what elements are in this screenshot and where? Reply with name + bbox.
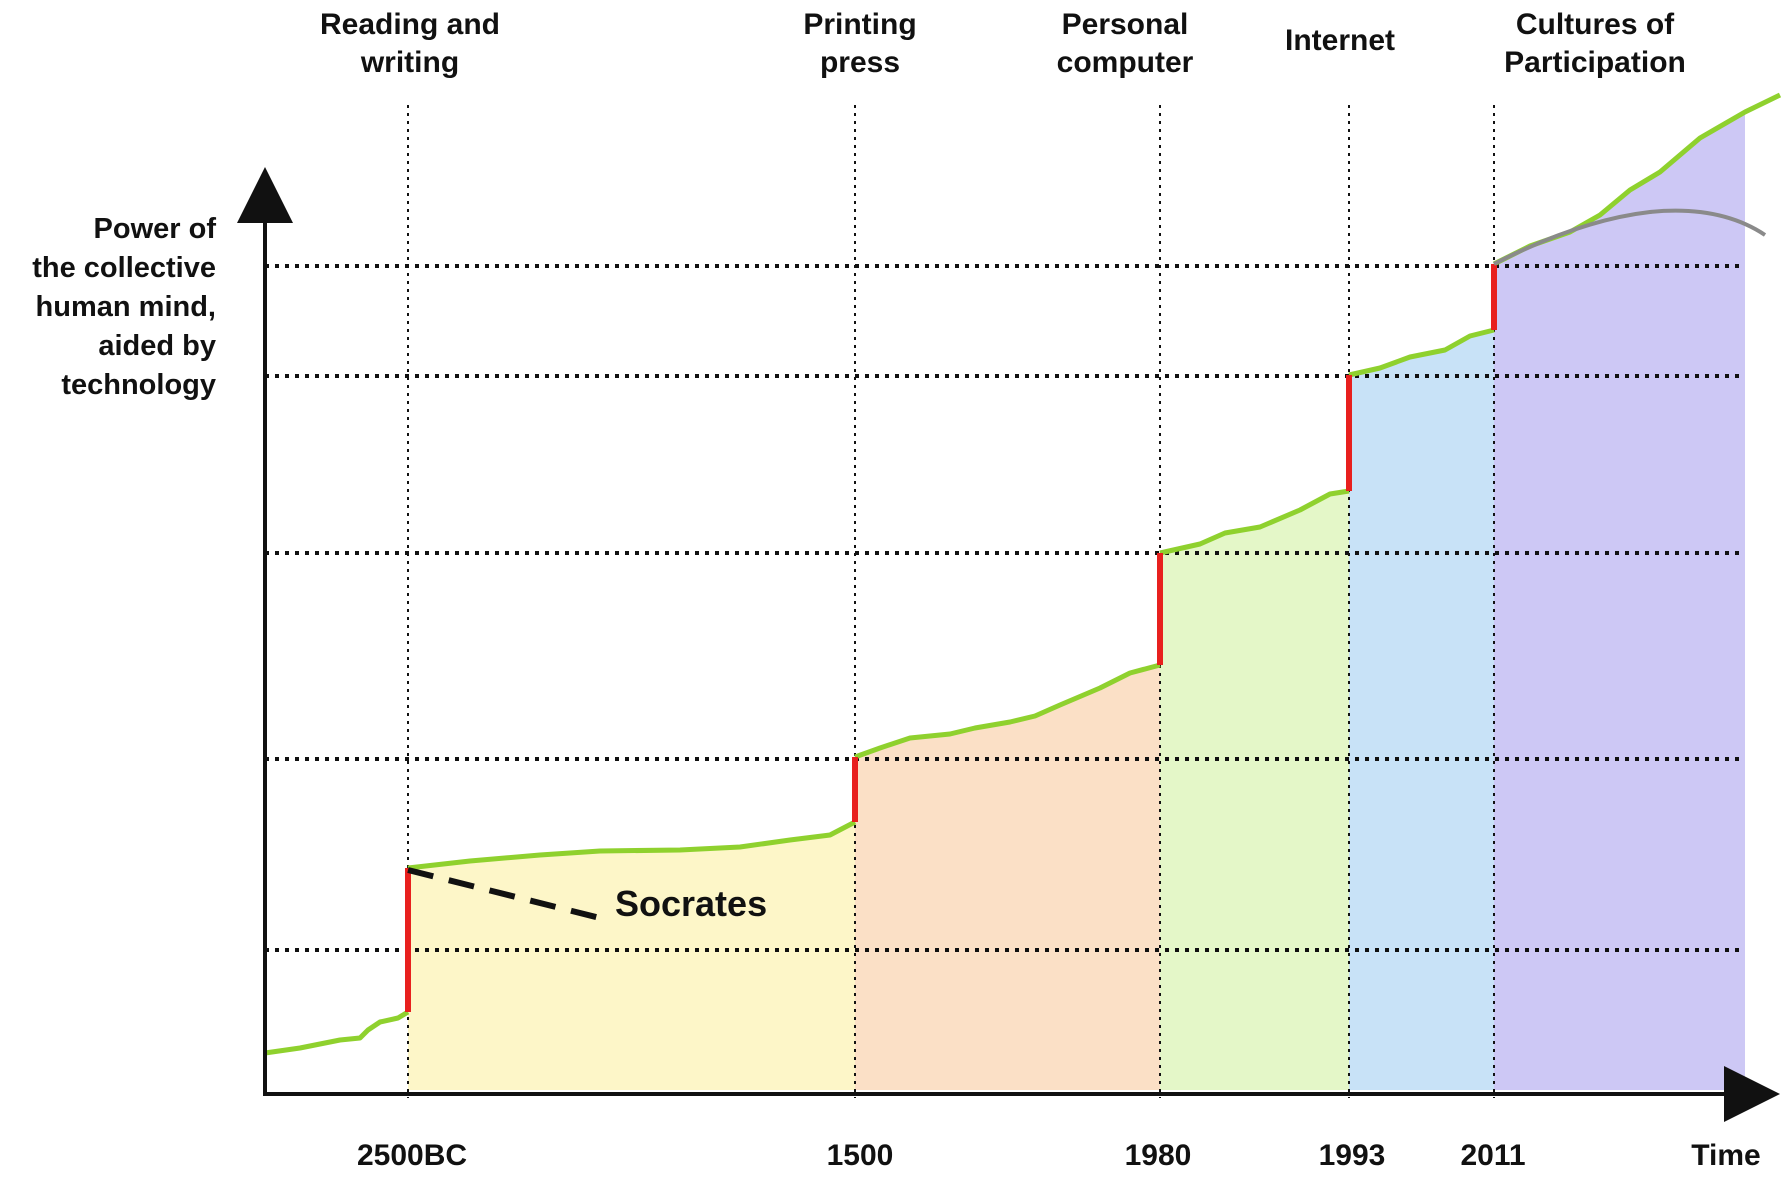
x-axis-label: Time <box>1691 1139 1761 1172</box>
x-tick-2011: 2011 <box>1460 1139 1526 1172</box>
era-label-personal-computer: Personal computer <box>1056 8 1194 79</box>
curve-segment-1 <box>854 662 1161 760</box>
era-area-0 <box>408 822 855 1090</box>
era-label-printing-press: Printing press <box>803 8 917 79</box>
x-tick-1993: 1993 <box>1318 1139 1386 1172</box>
era-area-4 <box>1494 112 1745 1090</box>
x-tick-1500: 1500 <box>826 1139 894 1172</box>
curve-segment-2 <box>1159 488 1350 556</box>
era-area-2 <box>1160 491 1349 1090</box>
era-label-internet: Internet <box>1284 24 1395 57</box>
era-label-cultures-of-participation: Cultures of Participation <box>1504 8 1686 79</box>
era-label-reading-writing: Reading and writing <box>319 8 500 79</box>
socrates-dashed-line <box>407 867 601 921</box>
x-tick-1980: 1980 <box>1124 1139 1192 1172</box>
curve-segment-pre <box>264 1009 410 1056</box>
socrates-annotation: Socrates <box>615 883 768 924</box>
alt-curve <box>1493 208 1767 266</box>
era-area-1 <box>855 665 1160 1090</box>
era-area-3 <box>1349 330 1494 1090</box>
y-axis-label: Power of the collective human mind, aide… <box>32 213 216 401</box>
curve-segment-3 <box>1348 327 1495 378</box>
curve-segment-0 <box>407 819 857 871</box>
x-tick-2500bc: 2500BC <box>356 1139 468 1172</box>
